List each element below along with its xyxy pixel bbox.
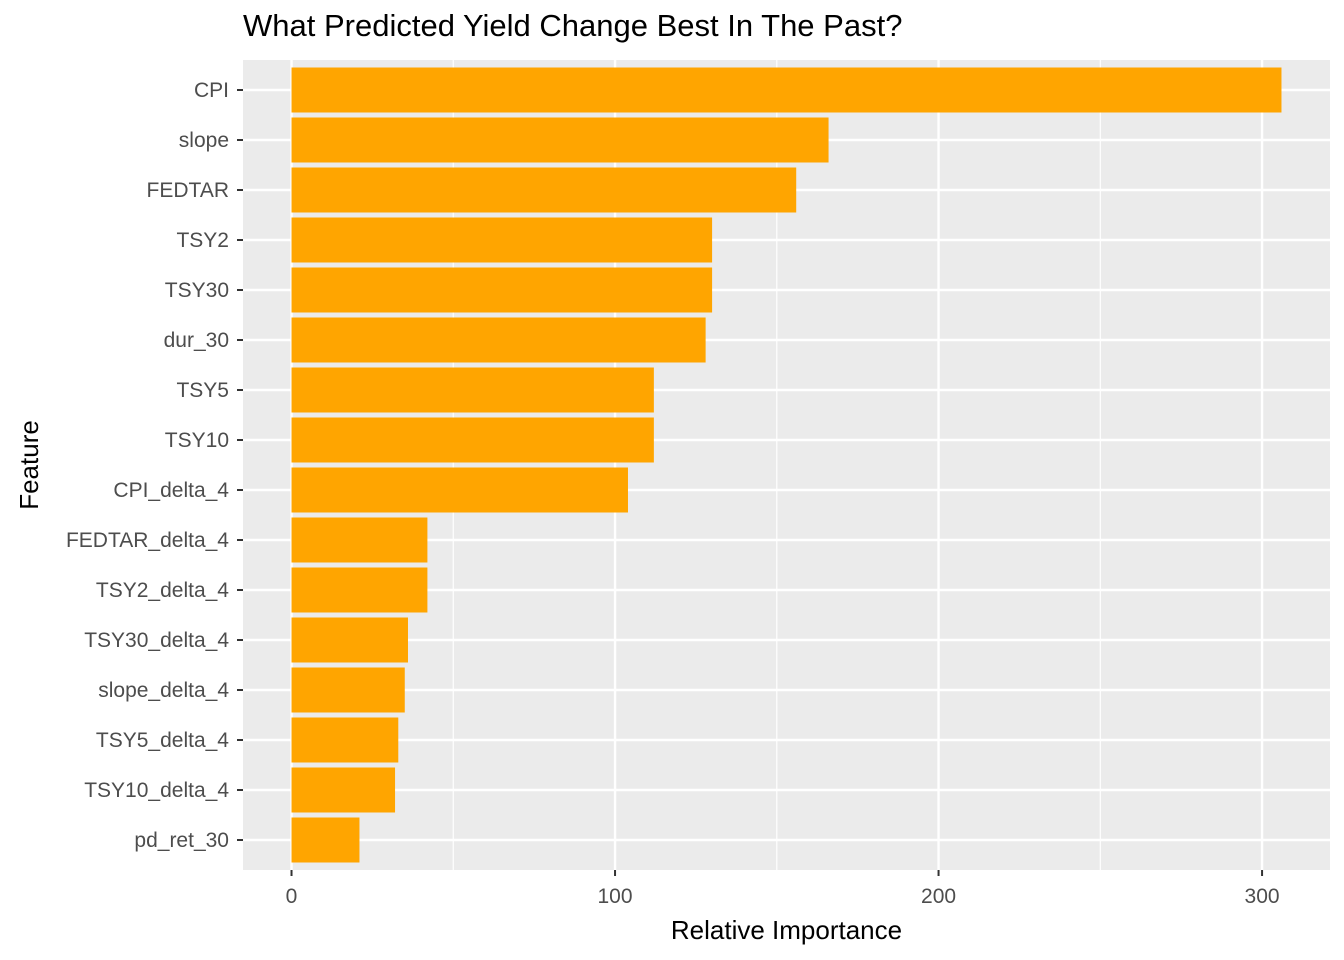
bar-TSY30 xyxy=(291,267,713,313)
bar-CPI_delta_4 xyxy=(291,467,628,513)
y-axis-title: Feature xyxy=(14,420,44,510)
bar-FEDTAR xyxy=(291,167,797,213)
y-tick-label: CPI_delta_4 xyxy=(113,479,229,502)
y-axis: CPI slope FEDTAR TSY2 TSY30 dur_30 TSY5 TSY10 CP… xyxy=(66,79,243,852)
bar-TSY2_delta_4 xyxy=(291,567,428,613)
x-axis-title: Relative Importance xyxy=(671,915,902,945)
x-tick-label: 300 xyxy=(1245,885,1280,908)
bar-FEDTAR_delta_4 xyxy=(291,517,428,563)
y-tick-label: CPI xyxy=(194,79,229,102)
bar-TSY10_delta_4 xyxy=(291,767,396,813)
y-tick-label: TSY2 xyxy=(176,229,229,252)
bar-pd_ret_30 xyxy=(291,817,360,863)
y-tick-label: TSY30 xyxy=(165,279,229,302)
y-tick-label: FEDTAR xyxy=(147,179,229,202)
y-tick-label: TSY10 xyxy=(165,429,229,452)
y-tick-label: TSY5_delta_4 xyxy=(96,729,229,752)
y-tick-label: TSY10_delta_4 xyxy=(84,779,229,802)
bar-TSY10 xyxy=(291,417,654,463)
y-tick-label: TSY30_delta_4 xyxy=(84,629,229,652)
x-tick-label: 0 xyxy=(286,885,298,908)
y-tick-label: slope_delta_4 xyxy=(98,679,229,702)
y-tick-label: TSY5 xyxy=(176,379,229,402)
y-tick-label: pd_ret_30 xyxy=(134,829,229,852)
bars xyxy=(291,67,1282,863)
y-tick-label: slope xyxy=(179,129,229,152)
bar-TSY5 xyxy=(291,367,654,413)
bar-slope_delta_4 xyxy=(291,667,405,713)
bar-CPI xyxy=(291,67,1282,113)
x-axis: 0 100 200 300 xyxy=(286,870,1280,908)
bar-dur_30 xyxy=(291,317,706,363)
bar-TSY2 xyxy=(291,217,713,263)
bar-slope xyxy=(291,117,829,163)
y-tick-label: TSY2_delta_4 xyxy=(96,579,229,602)
y-tick-label: FEDTAR_delta_4 xyxy=(66,529,229,552)
x-tick-label: 200 xyxy=(921,885,956,908)
bar-TSY5_delta_4 xyxy=(291,717,399,763)
bar-TSY30_delta_4 xyxy=(291,617,408,663)
x-tick-label: 100 xyxy=(598,885,633,908)
y-tick-label: dur_30 xyxy=(164,329,229,352)
chart-title: What Predicted Yield Change Best In The … xyxy=(243,8,903,43)
